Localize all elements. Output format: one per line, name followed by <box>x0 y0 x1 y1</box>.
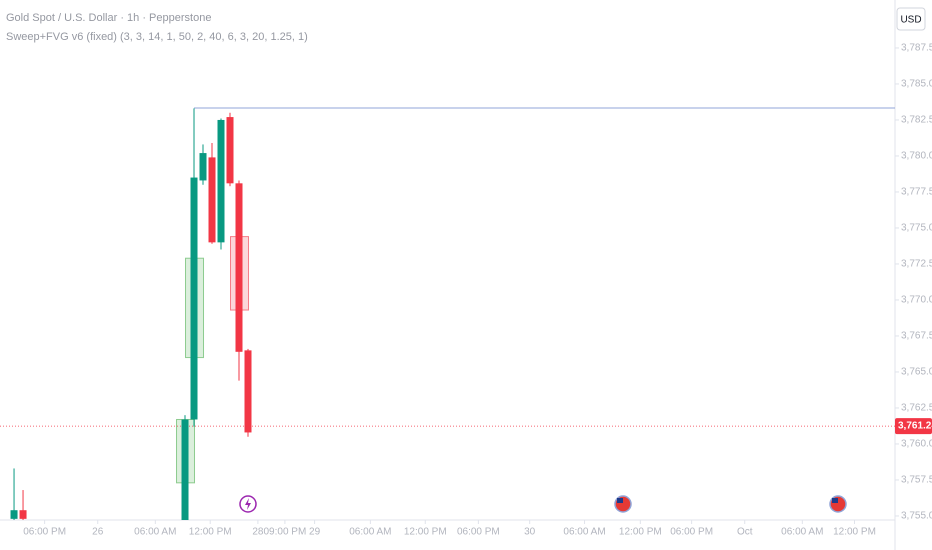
flag-canton <box>832 498 838 503</box>
y-tick-label: 3,770.00 <box>901 295 932 306</box>
y-tick-label: 3,787.50 <box>901 43 932 54</box>
x-tick-label: 30 <box>524 527 536 538</box>
y-tick-label: 3,757.50 <box>901 475 932 486</box>
candle-body <box>208 157 216 243</box>
flag-canton <box>617 498 623 503</box>
currency-label: USD <box>900 15 921 26</box>
y-tick-label: 3,767.50 <box>901 331 932 342</box>
y-tick-label: 3,755.00 <box>901 511 932 522</box>
x-tick-label: 06:00 AM <box>134 527 176 538</box>
candle-body <box>226 117 234 184</box>
y-tick-label: 3,762.50 <box>901 403 932 414</box>
candle-body <box>10 510 18 519</box>
indicator-label: Sweep+FVG v6 (fixed) (3, 3, 14, 1, 50, 2… <box>6 31 308 43</box>
candle-body <box>217 119 225 243</box>
price-label: 3,761.24 <box>898 421 932 432</box>
x-tick-label: 06:00 PM <box>23 527 66 538</box>
x-tick-label: 12:00 PM <box>619 527 662 538</box>
x-tick-label: 06:00 PM <box>457 527 500 538</box>
x-tick-label: 06:00 AM <box>781 527 823 538</box>
y-tick-label: 3,782.50 <box>901 115 932 126</box>
y-tick-label: 3,765.00 <box>901 367 932 378</box>
event-icons <box>239 495 847 513</box>
x-tick-label: Oct <box>737 527 753 538</box>
x-tick-label: 12:00 PM <box>404 527 447 538</box>
x-tick-label: 06:00 AM <box>349 527 391 538</box>
currency-button[interactable] <box>896 7 926 31</box>
candle-body <box>19 510 27 519</box>
chart-title: Gold Spot / U.S. Dollar · 1h · Peppersto… <box>6 12 211 24</box>
lightning <box>245 498 251 510</box>
x-tick-label: 09:00 PM <box>263 527 306 538</box>
x-tick-label: 28 <box>252 527 264 538</box>
candle-body <box>199 153 207 181</box>
x-tick-label: 06:00 AM <box>563 527 605 538</box>
x-tick-label: 29 <box>309 527 321 538</box>
x-tick-label: 26 <box>92 527 104 538</box>
y-tick-label: 3,777.50 <box>901 187 932 198</box>
candle-body <box>190 177 198 420</box>
y-tick-label: 3,780.00 <box>901 151 932 162</box>
y-tick-label: 3,785.00 <box>901 79 932 90</box>
plot-area <box>0 107 895 520</box>
candle-body <box>244 350 252 433</box>
candle-body <box>181 419 189 520</box>
y-tick-label: 3,760.00 <box>901 439 932 450</box>
y-tick-label: 3,772.50 <box>901 259 932 270</box>
x-tick-label: 12:00 PM <box>189 527 232 538</box>
price-label-box <box>895 418 932 435</box>
candle-body <box>235 183 243 352</box>
x-tick-label: 06:00 PM <box>670 527 713 538</box>
x-tick-label: 12:00 PM <box>833 527 876 538</box>
y-tick-label: 3,775.00 <box>901 223 932 234</box>
